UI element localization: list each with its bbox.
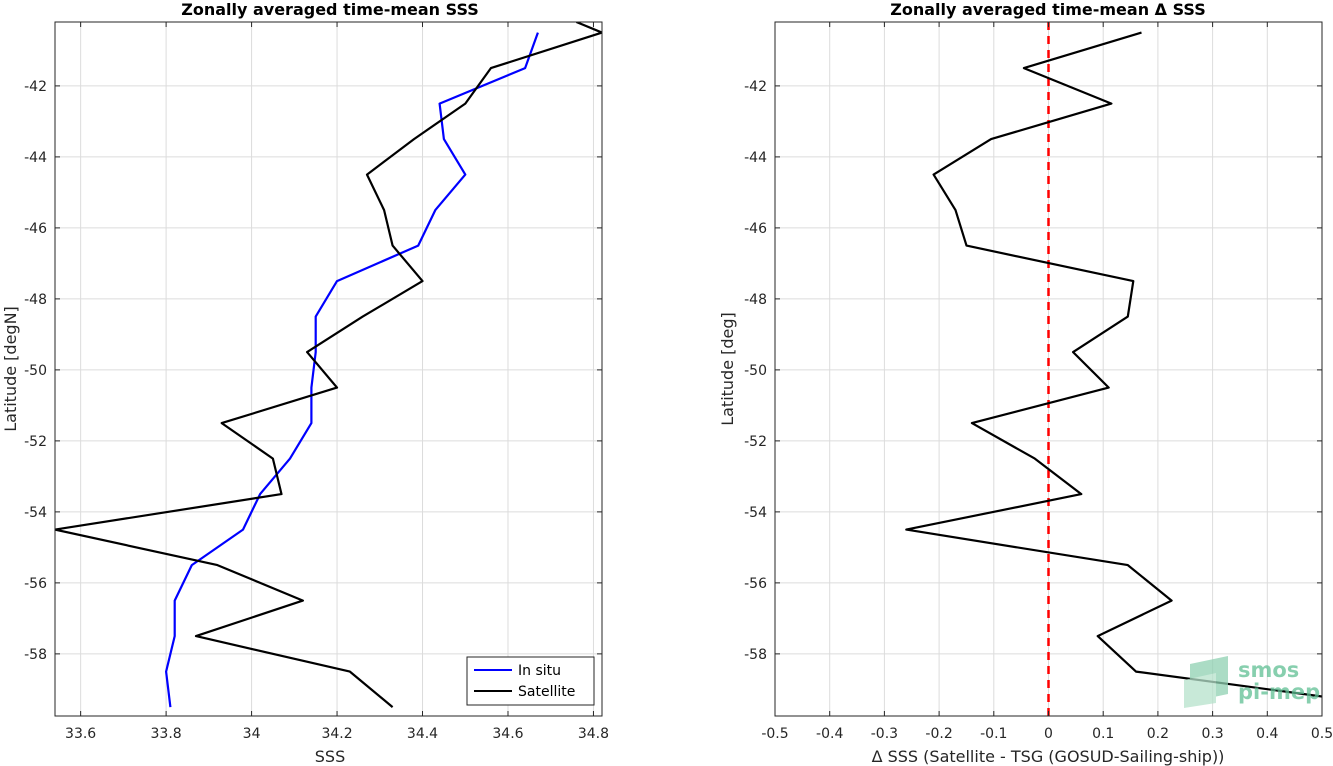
- left-y-tick-label: -44: [24, 150, 47, 166]
- left-plot-area: [55, 22, 602, 716]
- right-x-tick-label: 0.5: [1311, 726, 1333, 742]
- left-series-line-in-situ: [165, 32, 539, 708]
- left-x-tick-label: 33.8: [151, 726, 182, 742]
- right-y-tick-label: -48: [744, 292, 767, 308]
- left-axes-box: [54, 21, 603, 717]
- legend-label-satellite: Satellite: [518, 684, 575, 700]
- left-y-tick-label: -56: [24, 576, 47, 592]
- right-series-lines: [905, 31, 1322, 698]
- left-x-tick-label: 33.6: [65, 726, 96, 742]
- right-x-tick-label: -0.5: [761, 726, 788, 742]
- right-y-tick-label: -52: [744, 434, 767, 450]
- right-x-tick-label: 0.2: [1147, 726, 1169, 742]
- left-y-tick-label: -48: [24, 292, 47, 308]
- left-y-axis-label: Latitude [degN]: [1, 306, 20, 432]
- left-legend: In situ Satellite: [466, 656, 595, 706]
- left-grid: [55, 22, 602, 716]
- left-x-axis-label: SSS: [315, 747, 345, 766]
- left-x-tick-label: 34.6: [492, 726, 523, 742]
- right-y-tick-label: -54: [744, 505, 767, 521]
- right-x-tick-label: 0.3: [1201, 726, 1223, 742]
- left-y-tick-label: -58: [24, 647, 47, 663]
- left-x-tick-label: 34: [243, 726, 261, 742]
- right-x-tick-label: -0.4: [816, 726, 843, 742]
- right-x-tick-label: 0.4: [1256, 726, 1278, 742]
- left-series-lines: [55, 22, 602, 708]
- right-x-tick-label: 0.1: [1092, 726, 1114, 742]
- logo-text-pi-mep: pi-mep: [1238, 680, 1320, 704]
- left-x-tick-label: 34.8: [578, 726, 609, 742]
- left-y-tick-label: -50: [24, 363, 47, 379]
- right-y-tick-label: -56: [744, 576, 767, 592]
- right-chart-title: Zonally averaged time-mean Δ SSS: [890, 0, 1206, 19]
- left-y-tick-label: -52: [24, 434, 47, 450]
- left-x-tick-label: 34.4: [407, 726, 438, 742]
- right-x-tick-label: -0.3: [871, 726, 898, 742]
- legend-box: [466, 656, 595, 706]
- left-y-tick-label: -42: [24, 79, 47, 95]
- right-y-tick-label: -44: [744, 150, 767, 166]
- left-y-tick-label: -54: [24, 505, 47, 521]
- right-x-axis-label: Δ SSS (Satellite - TSG (GOSUD-Sailing-sh…: [872, 747, 1225, 766]
- left-y-tick-label: -46: [24, 221, 47, 237]
- left-x-tick-label: 34.2: [321, 726, 352, 742]
- right-y-tick-label: -42: [744, 79, 767, 95]
- left-chart-panel: Zonally averaged time-mean SSS 33.6 33.8 3…: [1, 0, 609, 766]
- right-chart-panel: Zonally averaged time-mean Δ SSS -0.5 -0.…: [718, 0, 1333, 766]
- smos-pi-mep-logo: smos pi-mep: [1184, 656, 1320, 708]
- legend-label-in-situ: In situ: [518, 663, 561, 679]
- right-x-tick-label: 0: [1044, 726, 1053, 742]
- right-series-line-delta-sss: [905, 31, 1322, 698]
- right-ticks: -0.5 -0.4 -0.3 -0.2 -0.1 0 0.1 0.2 0.3 0.4 0.5 -58 -…: [744, 22, 1333, 742]
- right-y-axis-label: Latitude [deg]: [718, 312, 737, 426]
- left-series-line-satellite: [55, 22, 602, 708]
- left-chart-title: Zonally averaged time-mean SSS: [181, 0, 479, 19]
- right-y-tick-label: -58: [744, 647, 767, 663]
- left-ticks: 33.6 33.8 34 34.2 34.4 34.6 34.8 -58 -56 -54 -52 -5…: [24, 22, 609, 742]
- logo-text-smos: smos: [1238, 658, 1299, 682]
- right-x-tick-label: -0.2: [925, 726, 952, 742]
- right-y-tick-label: -50: [744, 363, 767, 379]
- logo-shape-front: [1184, 673, 1216, 708]
- right-x-tick-label: -0.1: [980, 726, 1007, 742]
- right-y-tick-label: -46: [744, 221, 767, 237]
